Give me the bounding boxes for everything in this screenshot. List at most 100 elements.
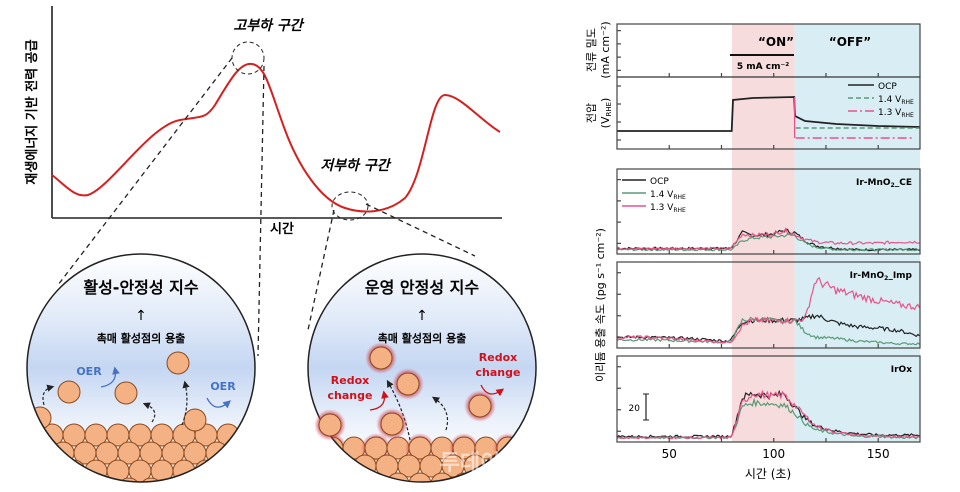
svg-text:전류 밀도: 전류 밀도 [585,28,598,72]
svg-text:(mA cm⁻²): (mA cm⁻²) [599,21,612,78]
catalyst-particle [238,423,255,447]
catalyst-particle [28,406,52,430]
legend-label: OCP [650,177,669,187]
catalyst-particle [552,455,574,477]
redox-particle [318,413,342,437]
catalyst-particle [518,436,536,460]
catalyst-particle [308,436,322,460]
dissolution-arrows [386,379,449,441]
operational-stability-bubble: 운영 안정성 지수 ↑ 촉매 활성점의 용출 Redox change Redo… [307,253,574,488]
x-tick-label: 100 [762,447,785,461]
catalyst-particle [27,423,42,447]
catalyst-particle [541,473,563,488]
catalyst-particle [518,472,536,482]
oer-label: OER [76,365,102,378]
svg-text:전압: 전압 [585,103,598,123]
oer-label: OER [210,380,236,393]
bubble-subtitle: 촉매 활성점의 용출 [97,331,186,345]
x-tick-label: 50 [662,447,677,461]
x-tick-label: 150 [867,447,890,461]
catalyst-particle [308,472,322,482]
legend-label: 1.4 VRHE [878,95,914,106]
high-load-label: 고부하 구간 [233,18,304,34]
redox-particle [396,372,420,396]
redox-particles [314,342,496,441]
catalyst-particle [261,460,283,482]
off-region [794,24,920,442]
catalyst-particle [408,472,432,482]
catalyst-particle [183,477,207,482]
oer-arrow-icon [100,366,120,388]
catalyst-particle [227,477,251,482]
panel-label: Ir-MnO2_CE [856,178,912,189]
catalyst-particle [40,459,64,482]
on-region [731,24,795,442]
oer-arrow-icon [206,397,231,409]
power-curve [51,62,501,213]
dissolution-series-line [616,397,920,440]
catalyst-particle [529,454,536,478]
catalyst-particle [342,472,366,482]
legend-label: 1.4 VRHE [650,190,686,201]
redox-arrow-icon [369,390,389,411]
catalyst-particle [227,441,251,465]
catalyst-particle [216,459,240,482]
current-label: 5 mA cm⁻² [737,62,789,72]
on-label: “ON” [758,35,794,49]
bubble-subtitle: 촉매 활성점의 용출 [378,331,467,345]
arrow-up: ↑ [135,308,147,324]
legend-label: 1.3 VRHE [878,108,914,119]
catalyst-particle [51,441,75,465]
redox-label: change [328,389,373,402]
redox-particle [369,346,393,370]
catalyst-particle [249,441,255,465]
redox-label: change [476,366,521,379]
catalyst-particle [507,454,531,478]
bubble-title: 운영 안정성 지수 [365,278,479,297]
voltage-legend: OCP 1.4 VRHE 1.3 VRHE [848,82,914,119]
svg-text:(VRHE): (VRHE) [599,98,613,129]
catalyst-particle [249,477,255,482]
watermark: 투데이 [440,451,501,476]
dissolution-legend: OCP 1.4 VRHE 1.3 VRHE [622,177,686,214]
dissolution-series-line [616,276,921,344]
x-axis-label: 시간 (초) [745,467,791,481]
catalyst-particle [194,459,218,482]
plot-panel-frame [616,261,921,349]
catalyst-particle [27,459,42,482]
y-axis-label: 재생에너지 기반 전력 공급 [24,39,40,184]
catalyst-particle [320,472,344,482]
power-supply-diagram: 재생에너지 기반 전력 공급 시간 고부하 구간 저부하 구간 [24,6,502,357]
catalyst-particle [541,437,563,459]
catalyst-particle [139,477,163,482]
plot-panel-frame [616,355,921,443]
legend-label: OCP [878,82,897,92]
arrow-up: ↑ [416,308,428,324]
catalyst-particle [238,459,255,482]
dissolution-series-line [616,389,920,440]
scale-bar-label: 20 [629,404,641,414]
voltage-ylabel: 전압 (VRHE) [585,98,613,129]
off-label: “OFF” [829,35,871,49]
catalyst-particle [62,459,86,482]
dissolution-ylabel: 이리듐 용출 속도 (pg s⁻¹ cm⁻²) [594,228,607,382]
bubble-title: 활성-안정성 지수 [83,278,199,297]
dissolution-series-line [616,233,920,252]
dissolution-series-line [616,227,920,251]
panel-label: Ir-MnO2_Imp [850,271,913,282]
charts: “ON” “OFF” 5 mA cm⁻² 전류 밀도 (mA cm⁻²) 전압 … [585,21,921,481]
low-load-label: 저부하 구간 [320,158,391,174]
redox-label: Redox [479,351,517,364]
redox-particle [468,394,492,418]
zoom-lines [57,57,476,357]
current-ylabel: 전류 밀도 (mA cm⁻²) [585,21,612,78]
catalyst-particle [309,454,333,478]
redox-label: Redox [331,374,369,387]
catalyst-particle [205,477,229,482]
catalyst-particle [272,442,294,464]
catalyst-particle [84,459,108,482]
plot-panel-frame [616,168,921,255]
catalyst-particle [172,459,196,482]
legend-label: 1.3 VRHE [650,203,686,214]
